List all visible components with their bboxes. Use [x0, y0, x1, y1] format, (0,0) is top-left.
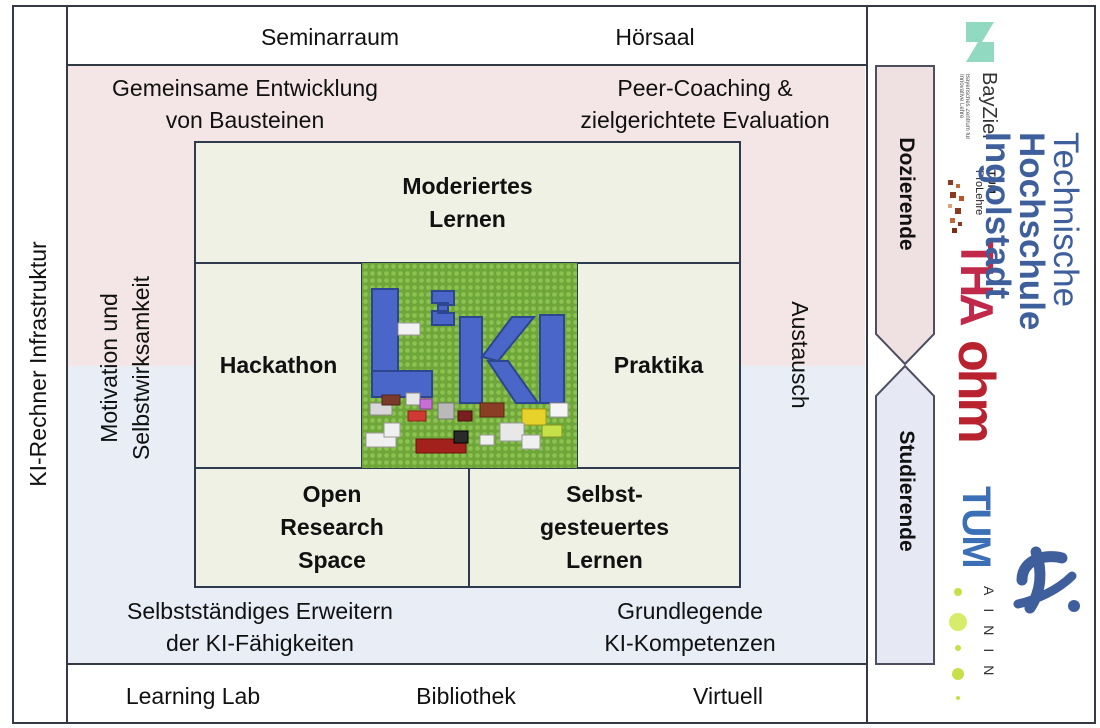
- role-tabs-graphic: [875, 65, 935, 665]
- ohm-logo: ohm: [947, 340, 1005, 441]
- corner-bottom-left-line1: Selbstständiges Erweitern: [127, 598, 393, 624]
- moderiertes-line1: Moderiertes: [402, 172, 533, 199]
- thi-logo-text: Technische Hochschule Ingolstadt: [978, 132, 1085, 331]
- lego-bricks-graphic: [365, 288, 569, 454]
- box-open-research-space: Open Research Space: [194, 467, 470, 588]
- praktika-label: Praktika: [613, 352, 704, 378]
- corner-top-right: Peer-Coaching & zielgerichtete Evaluatio…: [545, 72, 865, 136]
- inner-frame: [66, 5, 868, 724]
- thi-line2: Hochschule: [1012, 132, 1051, 331]
- bayziel-subtitle: Bayerisches Zentrum für Innovative Lehre: [958, 74, 970, 140]
- corner-top-left-line2: von Bausteinen: [165, 107, 325, 133]
- austausch-label: Austausch: [787, 301, 813, 409]
- sgl-line3: Lernen: [566, 547, 643, 573]
- motivation-line1: Motivation und: [96, 293, 122, 443]
- bayziel-logo-mark: [966, 22, 994, 62]
- top-divider: [66, 64, 868, 66]
- sgl-line1: Selbst-: [566, 481, 643, 507]
- corner-top-left: Gemeinsame Entwicklung von Bausteinen: [70, 72, 420, 136]
- corner-top-right-line2: zielgerichtete Evaluation: [580, 107, 830, 133]
- infrastructure-label: KI-Rechner Infrastruktur: [25, 241, 51, 487]
- bottom-divider: [66, 663, 868, 665]
- thi-line3: Ingolstadt: [978, 132, 1017, 300]
- bayziel-name: BayZiel: [978, 72, 1000, 139]
- box-praktika: Praktika: [576, 262, 741, 469]
- corner-top-right-line1: Peer-Coaching &: [617, 75, 793, 101]
- learning-lab-label: Learning Lab: [125, 683, 261, 709]
- hackathon-label: Hackathon: [219, 352, 338, 378]
- box-selbstgesteuertes-lernen: Selbst- gesteuertes Lernen: [468, 467, 741, 588]
- corner-bottom-right: Grundlegende KI-Kompetenzen: [570, 595, 810, 659]
- tum-logo: TUM: [954, 486, 998, 567]
- box-hackathon: Hackathon: [194, 262, 363, 469]
- corner-bottom-right-line1: Grundlegende: [617, 598, 763, 624]
- motivation-label: Motivation und Selbstwirksamkeit: [93, 238, 157, 498]
- moderiertes-line2: Lernen: [429, 205, 506, 232]
- studierende-label: Studierende: [895, 430, 918, 552]
- hoersaal-label: Hörsaal: [615, 24, 695, 50]
- bibliothek-label: Bibliothek: [416, 683, 516, 709]
- ainin-logo-text: AININ: [981, 586, 997, 689]
- thi-logo-mark: [1013, 546, 1080, 614]
- sgl-line2: gesteuertes: [539, 514, 670, 540]
- virtuell-label: Virtuell: [693, 683, 763, 709]
- corner-bottom-right-line2: KI-Kompetenzen: [604, 630, 776, 656]
- ainin-logo-dots: [949, 588, 967, 700]
- corner-bottom-left: Selbstständiges Erweitern der KI-Fähigke…: [70, 595, 450, 659]
- motivation-line2: Selbstwirksamkeit: [128, 275, 154, 461]
- dozierende-label: Dozierende: [895, 137, 918, 251]
- corner-top-left-line1: Gemeinsame Entwicklung: [112, 75, 378, 101]
- box-moderiertes-lernen: Moderiertes Lernen: [194, 141, 741, 264]
- l2ki-lego-image: L2KI: [362, 263, 577, 468]
- ors-line3: Space: [298, 547, 366, 573]
- tum-prolehre-mark: [948, 180, 964, 233]
- ors-line2: Research: [280, 514, 384, 540]
- ors-line1: Open: [302, 481, 362, 507]
- thi-line1: Technische: [1046, 132, 1085, 308]
- corner-bottom-left-line2: der KI-Fähigkeiten: [166, 630, 354, 656]
- seminarraum-label: Seminarraum: [260, 24, 400, 50]
